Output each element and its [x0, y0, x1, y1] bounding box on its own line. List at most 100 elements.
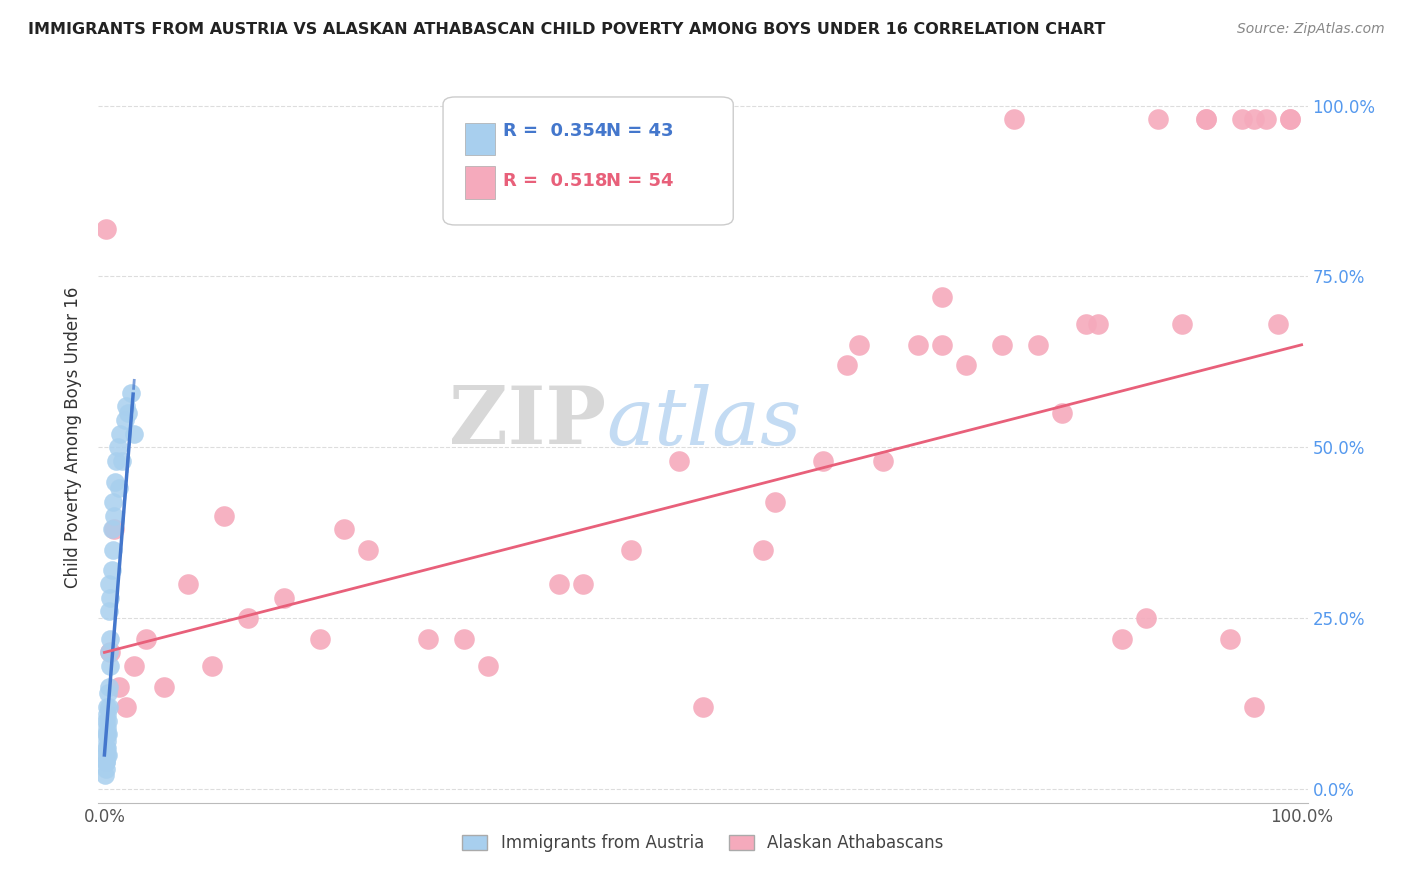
- Text: IMMIGRANTS FROM AUSTRIA VS ALASKAN ATHABASCAN CHILD POVERTY AMONG BOYS UNDER 16 : IMMIGRANTS FROM AUSTRIA VS ALASKAN ATHAB…: [28, 22, 1105, 37]
- Point: [907, 338, 929, 352]
- Point: [96, 734, 118, 748]
- Point: [273, 591, 295, 605]
- Point: [96, 721, 118, 735]
- Point: [1195, 112, 1218, 127]
- Point: [201, 659, 224, 673]
- Point: [94, 221, 117, 235]
- Point: [1135, 611, 1157, 625]
- Point: [103, 522, 125, 536]
- Point: [135, 632, 157, 646]
- Point: [1278, 112, 1301, 127]
- Point: [96, 700, 118, 714]
- Point: [96, 747, 118, 762]
- Point: [1278, 112, 1301, 127]
- Point: [107, 481, 129, 495]
- Point: [97, 747, 120, 762]
- Point: [96, 755, 118, 769]
- Point: [620, 542, 643, 557]
- Point: [97, 686, 120, 700]
- Point: [1267, 318, 1289, 332]
- Point: [101, 495, 124, 509]
- Point: [98, 604, 121, 618]
- Point: [1219, 632, 1241, 646]
- Point: [548, 577, 571, 591]
- Point: [848, 338, 870, 352]
- Point: [124, 659, 146, 673]
- Point: [105, 454, 128, 468]
- Point: [114, 413, 136, 427]
- Point: [98, 632, 121, 646]
- Point: [96, 741, 118, 756]
- Point: [1243, 700, 1265, 714]
- Point: [98, 680, 121, 694]
- Point: [111, 454, 134, 468]
- Point: [453, 632, 475, 646]
- Point: [668, 454, 690, 468]
- Text: R =  0.354: R = 0.354: [503, 122, 607, 140]
- Point: [96, 714, 118, 728]
- Point: [94, 741, 117, 756]
- Point: [101, 542, 124, 557]
- Text: R =  0.518: R = 0.518: [503, 172, 607, 190]
- Point: [872, 454, 894, 468]
- Point: [1243, 112, 1265, 127]
- Point: [107, 440, 129, 454]
- Point: [835, 359, 858, 373]
- Point: [94, 768, 117, 782]
- Point: [98, 645, 121, 659]
- Text: ZIP: ZIP: [450, 384, 606, 461]
- Point: [96, 727, 118, 741]
- Point: [1147, 112, 1170, 127]
- Point: [97, 727, 120, 741]
- Point: [94, 755, 117, 769]
- Point: [177, 577, 200, 591]
- Point: [1002, 112, 1025, 127]
- Text: atlas: atlas: [606, 384, 801, 461]
- Point: [572, 577, 595, 591]
- Point: [416, 632, 439, 646]
- Point: [124, 426, 146, 441]
- Point: [309, 632, 332, 646]
- Point: [212, 508, 235, 523]
- Point: [107, 680, 129, 694]
- Point: [100, 645, 122, 659]
- Point: [120, 385, 142, 400]
- Point: [1087, 318, 1109, 332]
- Point: [100, 659, 122, 673]
- Point: [115, 400, 138, 414]
- Point: [811, 454, 834, 468]
- Point: [1074, 318, 1097, 332]
- Point: [333, 522, 356, 536]
- FancyBboxPatch shape: [443, 97, 734, 225]
- Text: N = 54: N = 54: [606, 172, 673, 190]
- Point: [931, 290, 953, 304]
- Point: [100, 563, 122, 577]
- Point: [357, 542, 380, 557]
- Point: [153, 680, 176, 694]
- Legend: Immigrants from Austria, Alaskan Athabascans: Immigrants from Austria, Alaskan Athabas…: [454, 826, 952, 860]
- Point: [1254, 112, 1277, 127]
- Point: [115, 700, 138, 714]
- Point: [236, 611, 259, 625]
- Point: [117, 406, 139, 420]
- Point: [1111, 632, 1133, 646]
- Point: [103, 508, 125, 523]
- Point: [752, 542, 775, 557]
- Point: [108, 426, 131, 441]
- FancyBboxPatch shape: [465, 167, 495, 199]
- FancyBboxPatch shape: [465, 122, 495, 155]
- Point: [1026, 338, 1049, 352]
- Point: [692, 700, 714, 714]
- Point: [1171, 318, 1194, 332]
- Point: [763, 495, 786, 509]
- Point: [97, 714, 120, 728]
- Point: [96, 706, 118, 721]
- Point: [97, 700, 120, 714]
- Point: [1230, 112, 1253, 127]
- Point: [100, 591, 122, 605]
- Y-axis label: Child Poverty Among Boys Under 16: Child Poverty Among Boys Under 16: [65, 286, 83, 588]
- Point: [1050, 406, 1073, 420]
- Point: [94, 747, 117, 762]
- Text: Source: ZipAtlas.com: Source: ZipAtlas.com: [1237, 22, 1385, 37]
- Text: N = 43: N = 43: [606, 122, 673, 140]
